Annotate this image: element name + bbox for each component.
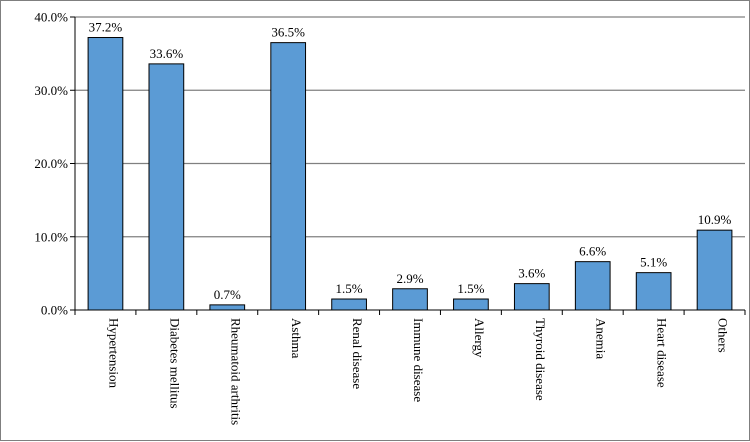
bar	[209, 304, 246, 311]
category-label: Asthma	[289, 318, 304, 359]
data-label: 3.6%	[518, 266, 545, 281]
bar	[696, 229, 733, 311]
y-tick-label: 10.0%	[34, 229, 68, 244]
category-label: Immune disease	[411, 318, 426, 402]
category-label: Anemia	[594, 318, 609, 359]
bar	[87, 37, 124, 311]
data-label: 1.5%	[457, 281, 484, 296]
data-label: 10.9%	[698, 212, 732, 227]
bar	[392, 288, 428, 311]
data-label: 2.9%	[396, 271, 423, 286]
y-tick-label: 0.0%	[41, 303, 68, 318]
category-label: Allergy	[472, 318, 487, 358]
data-label: 5.1%	[640, 255, 667, 270]
bar	[331, 298, 367, 311]
bar	[574, 261, 611, 311]
y-tick-label: 30.0%	[34, 83, 68, 98]
data-label: 37.2%	[89, 20, 123, 35]
data-label: 6.6%	[579, 244, 606, 259]
category-label: Diabetes mellitus	[167, 318, 182, 409]
data-label: 0.7%	[214, 287, 241, 302]
bar	[453, 298, 489, 311]
bar	[635, 272, 672, 311]
data-label: 36.5%	[271, 25, 305, 40]
y-tick-label: 20.0%	[34, 156, 68, 171]
category-label: Hypertension	[106, 318, 121, 389]
category-label: Heart disease	[655, 318, 670, 388]
bar	[513, 283, 550, 311]
data-label: 33.6%	[150, 46, 184, 61]
category-label: Rheumatoid arthritis	[228, 318, 243, 425]
bar	[148, 63, 185, 311]
category-label: Thyroid disease	[533, 318, 548, 401]
data-label: 1.5%	[336, 281, 363, 296]
y-tick-label: 40.0%	[34, 10, 68, 25]
bar	[270, 42, 307, 311]
category-label: Renal disease	[350, 318, 365, 389]
category-label: Others	[716, 318, 731, 353]
